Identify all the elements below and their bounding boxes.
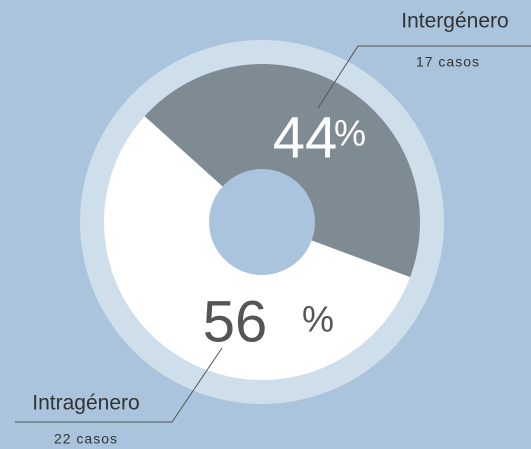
value-label: 44 [273, 105, 338, 170]
leader-line [15, 347, 223, 423]
value-unit: % [334, 113, 366, 154]
count-label: 17 casos [416, 54, 480, 70]
count-label: 22 casos [54, 431, 118, 447]
donut-slice [144, 64, 420, 278]
category-label: Intragénero [32, 392, 139, 415]
value-label: 56 [203, 289, 268, 354]
value-unit: % [302, 299, 334, 340]
donut-hole [209, 169, 315, 275]
category-label: Intergénero [401, 10, 508, 33]
leader-line [317, 45, 531, 109]
